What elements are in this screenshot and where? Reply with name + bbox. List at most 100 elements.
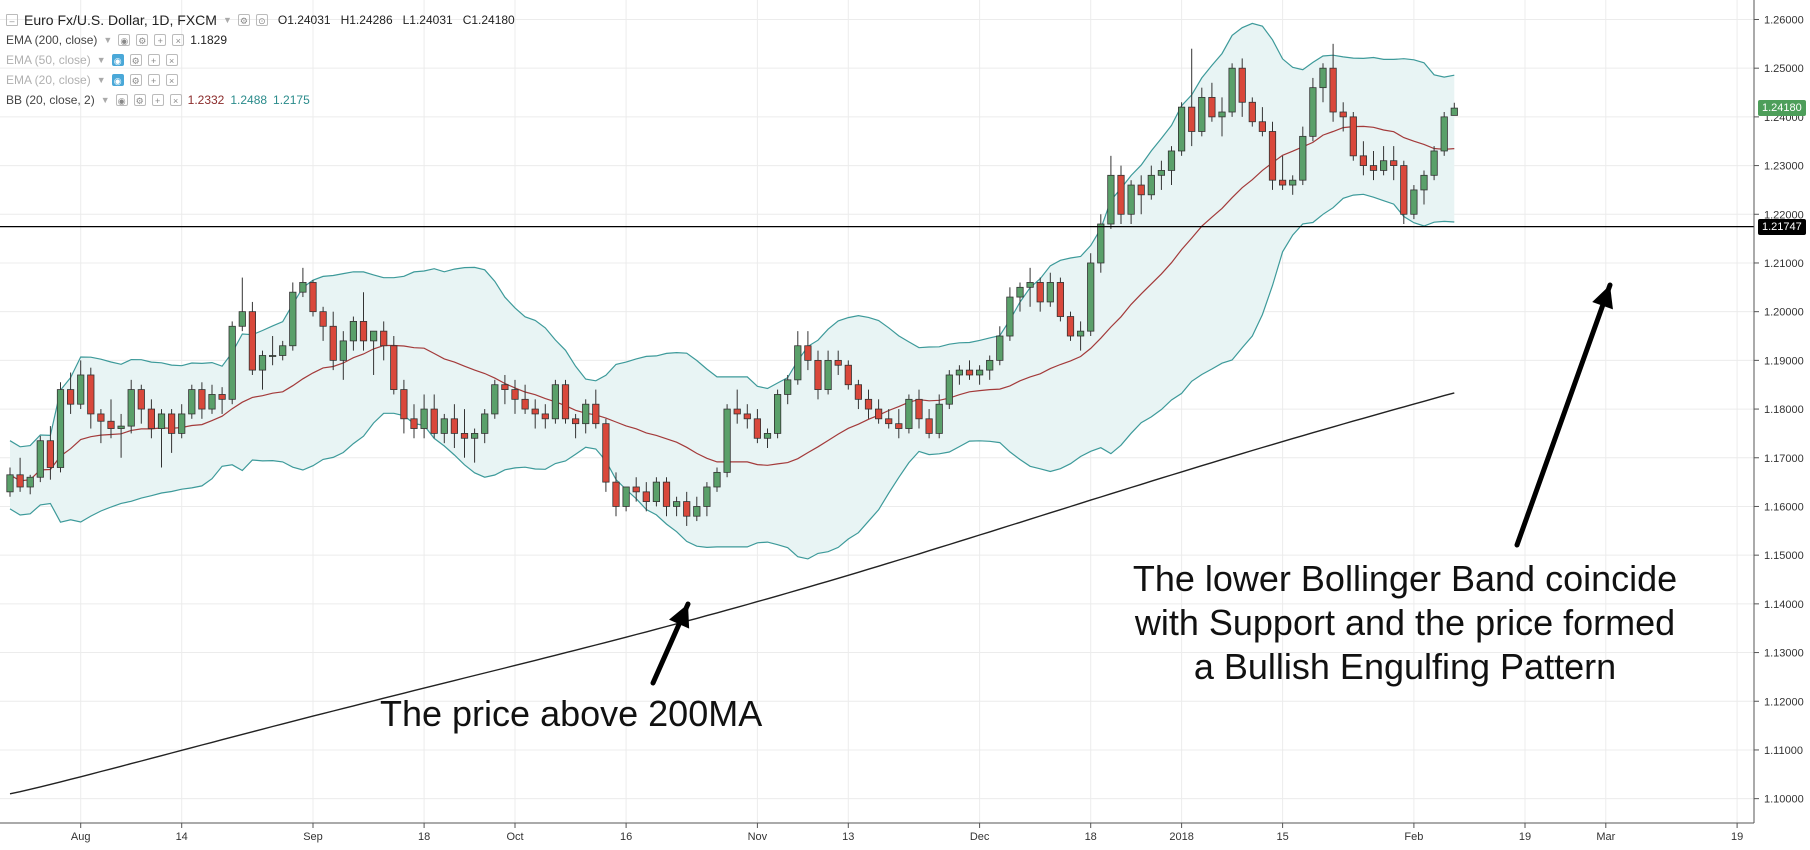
chevron-down-icon[interactable]: ▼: [96, 75, 106, 85]
candle-body: [905, 398, 913, 429]
chevron-down-icon[interactable]: ▼: [100, 95, 110, 105]
candle-body: [1238, 67, 1246, 103]
candle-body: [359, 321, 368, 342]
eye-icon[interactable]: ◉: [111, 54, 124, 66]
candle-body: [1430, 150, 1438, 176]
candle-body: [450, 418, 459, 434]
candle-body: [774, 394, 782, 434]
chevron-down-icon[interactable]: ▼: [103, 35, 113, 45]
settings-icon[interactable]: ⚙: [136, 34, 149, 46]
candle-body: [208, 394, 216, 410]
candle-body: [895, 423, 903, 429]
candle-body: [511, 389, 519, 400]
ema200-line: [9, 392, 1455, 795]
settings-icon[interactable]: ⚙: [129, 54, 142, 66]
candle-body: [723, 408, 731, 473]
settings-icon[interactable]: ⚙: [237, 14, 250, 26]
candle-body: [1198, 96, 1206, 132]
settings-icon[interactable]: ⚙: [129, 74, 142, 86]
candle-body: [1279, 179, 1287, 186]
candle-body: [1258, 121, 1266, 132]
add-icon[interactable]: +: [147, 54, 160, 66]
candle-body: [652, 481, 661, 502]
y-tick-label: 1.13000: [1764, 648, 1804, 660]
eye-icon[interactable]: ◉: [115, 94, 128, 106]
candle-body: [1147, 174, 1155, 196]
candle-body: [279, 345, 287, 356]
candle-body: [400, 389, 408, 420]
annotation-line-2: with Support and the price formed: [1134, 602, 1676, 643]
candle-body: [1410, 189, 1418, 215]
candle-body: [753, 418, 762, 439]
x-tick-label: Feb: [1404, 831, 1423, 843]
candle-body: [1208, 96, 1216, 118]
close-value: C1.24180: [462, 13, 515, 27]
candle-body: [319, 311, 327, 327]
candle-body: [703, 486, 711, 507]
x-tick-label: Sep: [303, 831, 323, 843]
annotation-200ma-text: The price above 200MA: [380, 693, 763, 734]
bb-basis-value: 1.2332: [187, 93, 225, 107]
candle-body: [430, 408, 438, 434]
add-icon[interactable]: +: [151, 94, 164, 106]
close-icon[interactable]: ×: [165, 74, 178, 86]
candle-body: [1066, 316, 1075, 337]
candle-body: [885, 418, 893, 425]
candle-body: [1026, 282, 1034, 288]
settings-icon[interactable]: ⚙: [133, 94, 146, 106]
add-icon[interactable]: +: [147, 74, 160, 86]
candle-body: [733, 408, 741, 415]
close-icon[interactable]: ×: [172, 34, 185, 46]
candle-body: [1006, 296, 1014, 337]
candle-body: [1107, 174, 1115, 225]
price-axis[interactable]: 1.10000 1.11000 1.12000 1.13000 1.14000 1.150…: [1753, 0, 1804, 823]
candle-body: [1329, 67, 1337, 113]
candle-body: [178, 413, 186, 434]
candle-body: [289, 291, 297, 347]
candle-body: [1359, 155, 1367, 166]
annotation-arrows: [650, 282, 1613, 686]
close-icon[interactable]: ×: [169, 94, 182, 106]
eye-icon[interactable]: ◉: [118, 34, 131, 46]
candle-body: [1349, 116, 1357, 157]
candle-body: [1228, 67, 1236, 113]
candle-body: [16, 474, 24, 488]
ema200-label: EMA (200, close): [6, 33, 98, 47]
chevron-down-icon[interactable]: ▼: [96, 55, 106, 65]
time-axis[interactable]: Aug 14 Sep 18 Oct 16 Nov 13 Dec 18 2018 15 Feb 19 Mar 1…: [0, 822, 1754, 843]
candle-body: [410, 418, 418, 429]
candle-body: [218, 394, 226, 400]
chevron-down-icon[interactable]: ▼: [222, 15, 232, 25]
x-tick-label: Mar: [1596, 831, 1615, 843]
candle-body: [642, 491, 650, 502]
candle-body: [662, 481, 671, 507]
y-tick-label: 1.15000: [1764, 550, 1804, 562]
x-tick-label: 18: [418, 831, 430, 843]
lock-icon[interactable]: ⊙: [255, 14, 268, 26]
add-icon[interactable]: +: [154, 34, 167, 46]
candle-body: [713, 471, 721, 488]
bb-label: BB (20, close, 2): [6, 93, 95, 107]
candle-body: [26, 476, 34, 488]
candle-body: [491, 384, 499, 415]
x-tick-label: 18: [1085, 831, 1097, 843]
candle-body: [339, 340, 347, 361]
collapse-icon[interactable]: –: [6, 14, 18, 26]
candle-body: [572, 418, 580, 425]
candle-body: [1117, 174, 1125, 215]
close-icon[interactable]: ×: [165, 54, 178, 66]
candle-body: [97, 413, 105, 422]
candle-body: [561, 384, 570, 420]
candle-body: [945, 374, 953, 405]
bb-basis-line: [9, 125, 1455, 482]
candle-body: [582, 403, 590, 425]
candle-body: [6, 474, 14, 493]
candle-body: [612, 481, 620, 507]
candle-body: [683, 501, 691, 517]
eye-icon[interactable]: ◉: [111, 74, 124, 86]
y-tick-label: 1.21000: [1764, 258, 1804, 270]
candle-body: [198, 389, 206, 410]
candle-body: [864, 398, 873, 410]
candle-body: [854, 384, 863, 400]
